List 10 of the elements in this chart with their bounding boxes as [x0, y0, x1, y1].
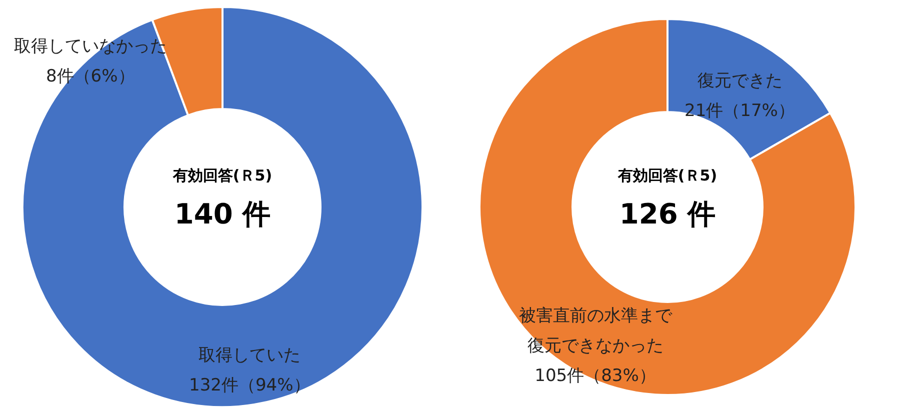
data-label: 21件（17%） — [684, 100, 795, 121]
text: 140 件 — [174, 198, 271, 230]
slice-label: 取得していた — [198, 346, 301, 366]
data-label: 132件（94%） — [189, 376, 310, 396]
text: 126 件 — [619, 198, 716, 230]
text: 有効回答(Ｒ5) — [172, 166, 272, 184]
data-label: 8件（6%） — [46, 66, 135, 86]
slice-label: 被害直前の水準まで復元できなかった — [518, 306, 673, 356]
slice-label: 復元できた — [697, 70, 782, 91]
text: 有効回答(Ｒ5) — [616, 166, 718, 184]
